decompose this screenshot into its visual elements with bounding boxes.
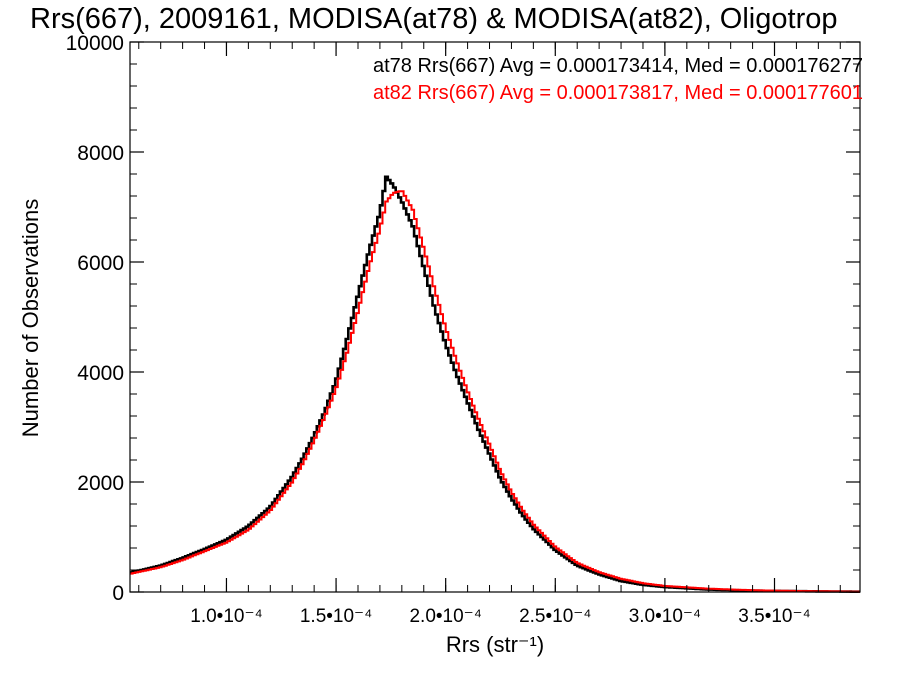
y-tick-label: 4000	[77, 362, 124, 385]
y-tick-label: 10000	[66, 32, 124, 55]
annotation-at78: at78 Rrs(667) Avg = 0.000173414, Med = 0…	[373, 55, 863, 77]
annotation-at82: at82 Rrs(667) Avg = 0.000173817, Med = 0…	[373, 82, 863, 104]
chart-title: Rrs(667), 2009161, MODISA(at78) & MODISA…	[30, 3, 837, 35]
x-tick-label: 3.0•10⁻⁴	[629, 606, 701, 627]
y-tick-label: 0	[112, 582, 124, 605]
plot-frame	[129, 41, 861, 593]
x-axis-label: Rrs (str⁻¹)	[446, 632, 544, 657]
histogram-series-at78	[130, 175, 860, 593]
x-tick-label: 3.5•10⁻⁴	[738, 606, 810, 627]
y-axis-label: Number of Observations	[18, 199, 43, 437]
x-tick-label: 2.5•10⁻⁴	[519, 606, 591, 627]
x-tick-label: 1.0•10⁻⁴	[190, 606, 262, 627]
y-tick-label: 8000	[77, 142, 124, 165]
x-tick-label: 2.0•10⁻⁴	[409, 606, 481, 627]
x-tick-label: 1.5•10⁻⁴	[300, 606, 372, 627]
y-tick-label: 2000	[77, 472, 124, 495]
y-tick-label: 6000	[77, 252, 124, 275]
